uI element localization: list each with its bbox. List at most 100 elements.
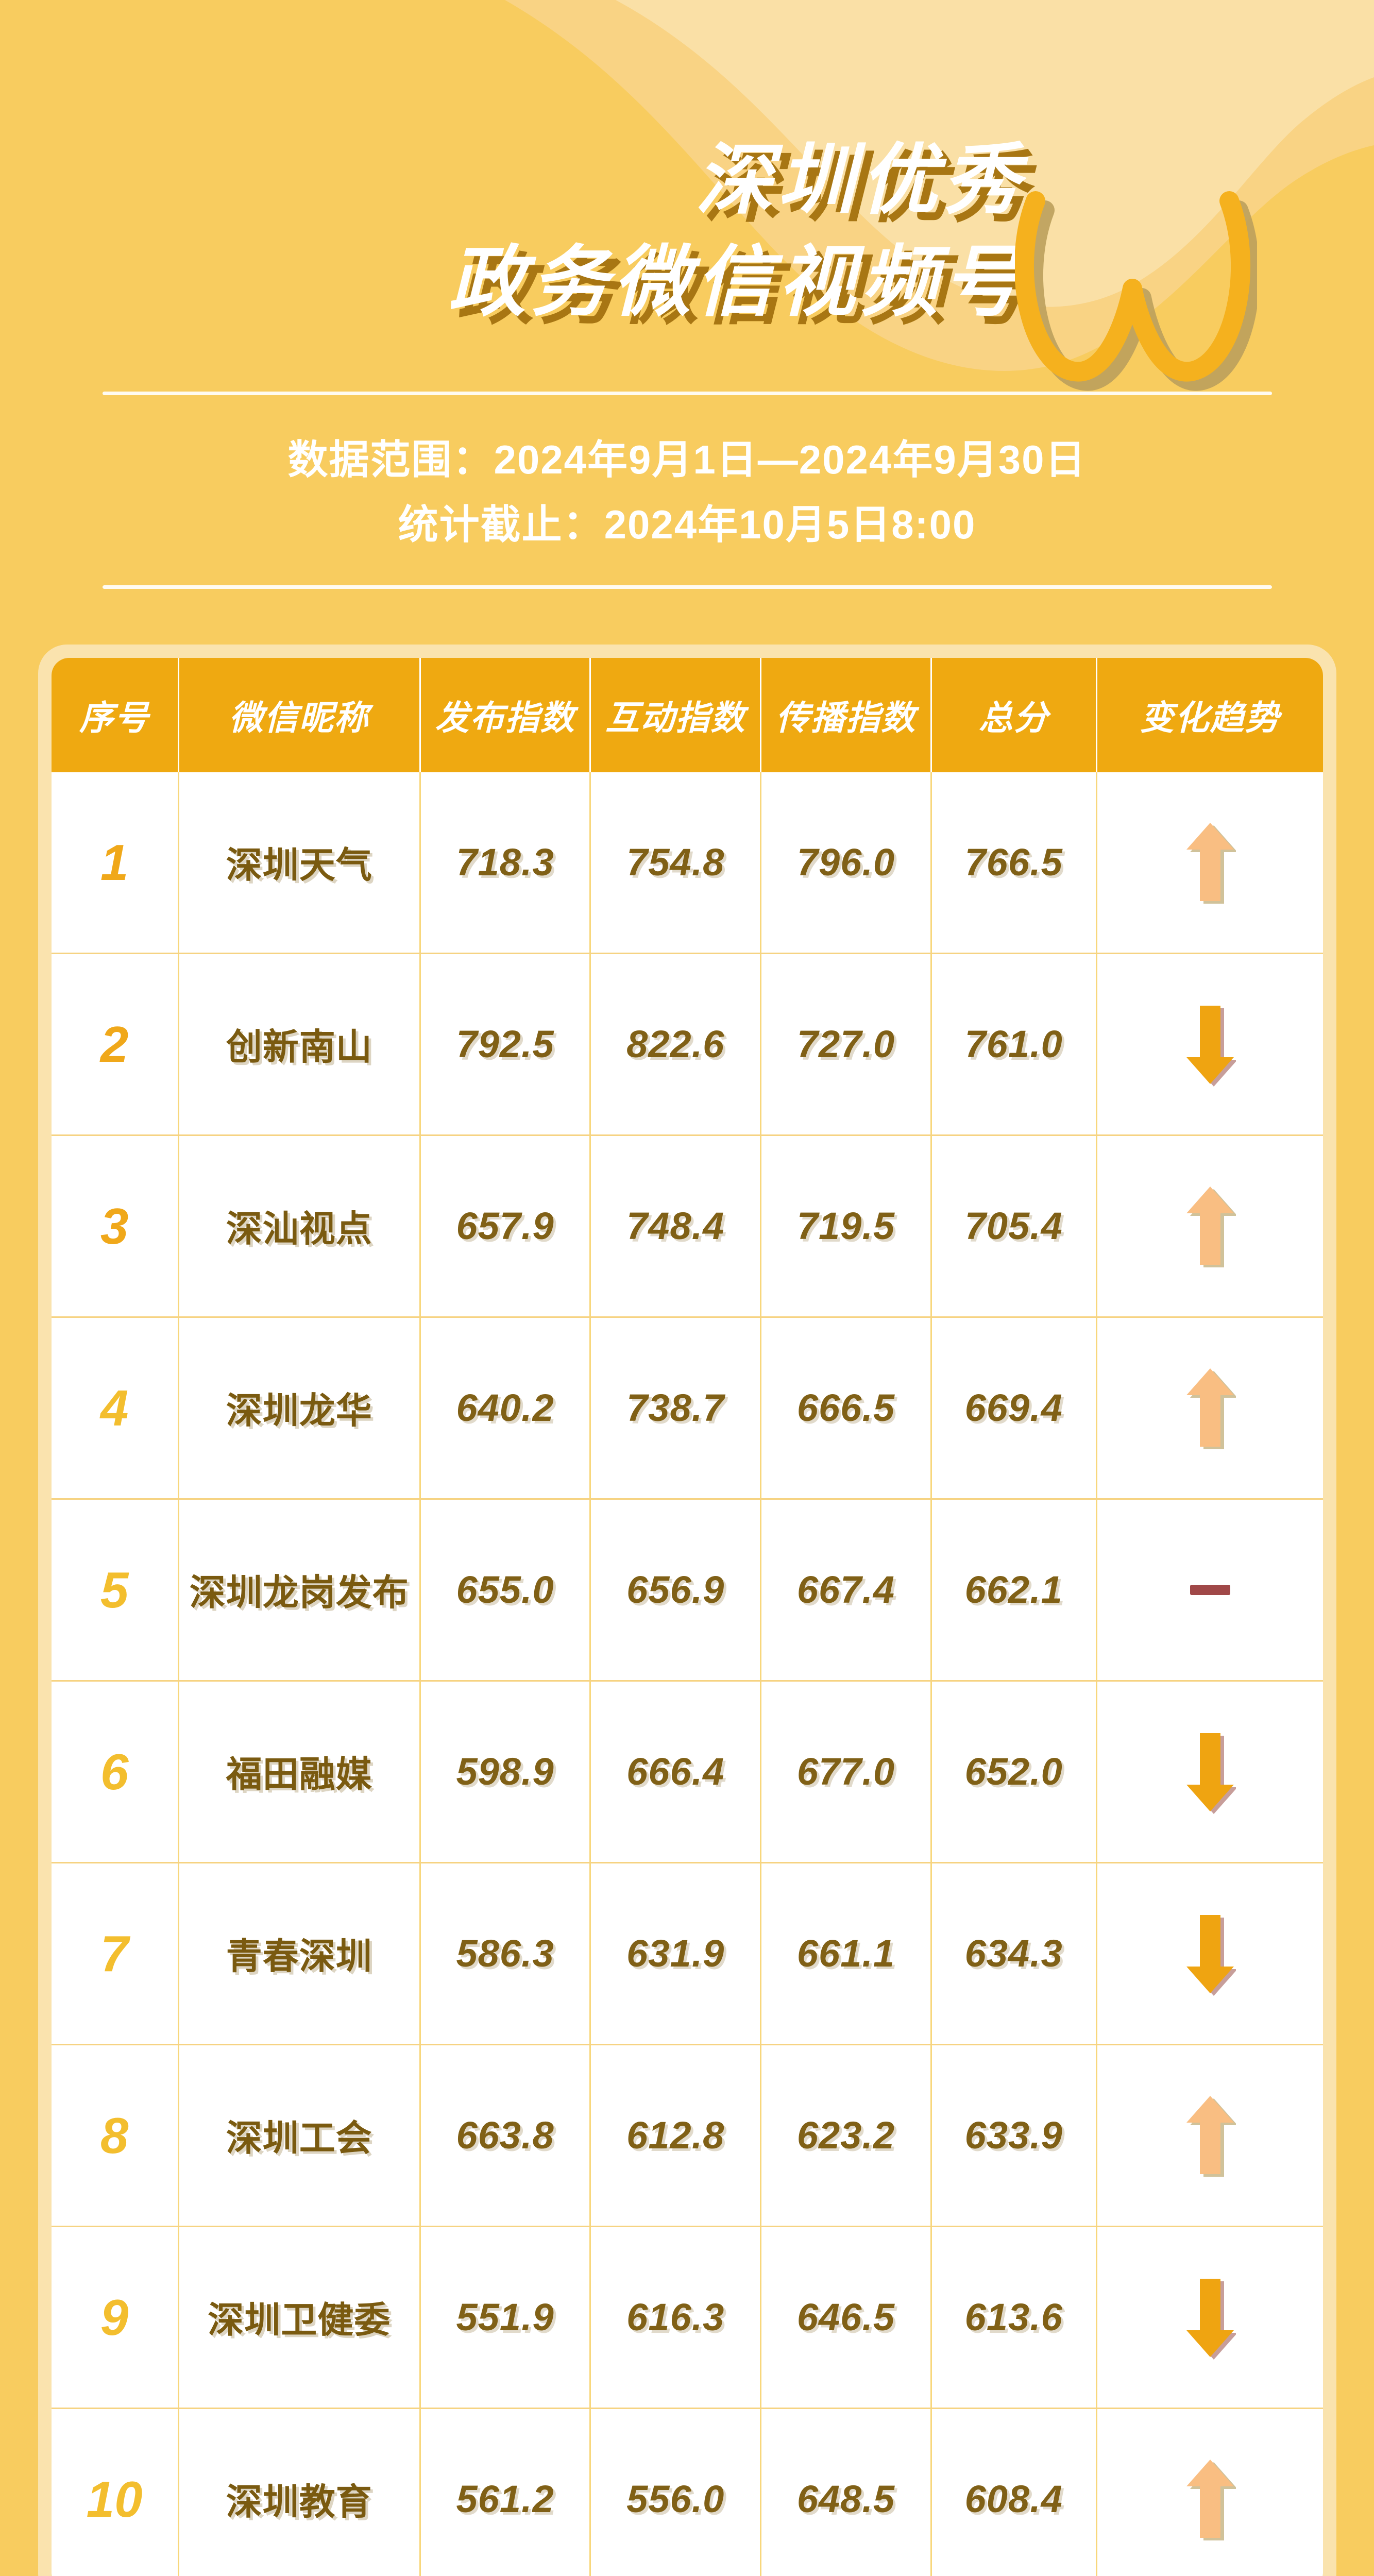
spread-index: 623.2 [796, 2114, 895, 2157]
cell-spread: 796.0 [760, 772, 932, 954]
page-header: 深圳优秀 政务微信视频号 数据范围：2024年9月1日—2024年9月30日 统… [0, 0, 1374, 589]
cell-name: 青春深圳 [178, 1862, 421, 2045]
table-header-row: 序号 微信昵称 发布指数 互动指数 传播指数 总分 变化趋势 [51, 657, 1323, 772]
spread-index: 727.0 [796, 1023, 895, 1066]
table-row[interactable]: 6 福田融媒 598.9 666.4 677.0 652.0 [51, 1681, 1323, 1863]
cell-interaction: 822.6 [590, 953, 762, 1136]
cell-name: 深圳工会 [178, 2044, 421, 2227]
cell-interaction: 612.8 [590, 2044, 762, 2227]
cell-rank: 1 [51, 772, 179, 954]
table-row[interactable]: 4 深圳龙华 640.2 738.7 666.5 669.4 [51, 1317, 1323, 1500]
trend-up-icon [1186, 2095, 1236, 2177]
cell-publish: 561.2 [420, 2408, 591, 2576]
meta-lines: 数据范围：2024年9月1日—2024年9月30日 统计截止：2024年10月5… [103, 395, 1272, 585]
cell-spread: 719.5 [760, 1135, 932, 1318]
table-row[interactable]: 9 深圳卫健委 551.9 616.3 646.5 613.6 [51, 2226, 1323, 2409]
spread-index: 796.0 [796, 841, 895, 884]
rank-value: 10 [86, 2470, 143, 2528]
publish-index: 792.5 [456, 1023, 554, 1066]
publish-index: 561.2 [456, 2478, 554, 2521]
account-name: 深汕视点 [226, 1209, 372, 1249]
publish-index: 586.3 [456, 1932, 554, 1975]
cell-total: 662.1 [931, 1499, 1097, 1682]
cell-interaction: 631.9 [590, 1862, 762, 2045]
spread-index: 666.5 [796, 1386, 895, 1430]
interaction-index: 666.4 [626, 1750, 725, 1793]
table-row[interactable]: 1 深圳天气 718.3 754.8 796.0 766.5 [51, 772, 1323, 954]
total-score: 669.4 [964, 1386, 1063, 1430]
cell-spread: 667.4 [760, 1499, 932, 1682]
spread-index: 677.0 [796, 1750, 895, 1793]
column-header-trend[interactable]: 变化趋势 [1096, 657, 1323, 772]
cell-interaction: 738.7 [590, 1317, 762, 1500]
total-score: 761.0 [964, 1023, 1063, 1066]
table-row[interactable]: 7 青春深圳 586.3 631.9 661.1 634.3 [51, 1862, 1323, 2045]
total-score: 633.9 [964, 2114, 1063, 2157]
table-row[interactable]: 10 深圳教育 561.2 556.0 648.5 608.4 [51, 2408, 1323, 2576]
trend-down-icon [1186, 1914, 1236, 1996]
total-score: 662.1 [964, 1568, 1063, 1612]
cell-interaction: 556.0 [590, 2408, 762, 2576]
column-header-rank[interactable]: 序号 [51, 657, 179, 772]
rank-value: 7 [100, 1925, 129, 1982]
rank-value: 9 [100, 2289, 129, 2346]
column-header-interaction[interactable]: 互动指数 [590, 657, 762, 772]
total-score: 634.3 [964, 1932, 1063, 1975]
spread-index: 719.5 [796, 1205, 895, 1248]
table-row[interactable]: 2 创新南山 792.5 822.6 727.0 761.0 [51, 953, 1323, 1136]
cell-rank: 9 [51, 2226, 179, 2409]
cell-rank: 2 [51, 953, 179, 1136]
cell-total: 705.4 [931, 1135, 1097, 1318]
cell-name: 福田融媒 [178, 1681, 421, 1863]
cell-rank: 4 [51, 1317, 179, 1500]
statistics-cutoff-text: 统计截止：2024年10月5日8:00 [398, 502, 976, 548]
cell-trend [1096, 2408, 1323, 2576]
cell-interaction: 748.4 [590, 1135, 762, 1318]
table-row[interactable]: 5 深圳龙岗发布 655.0 656.9 667.4 662.1 [51, 1499, 1323, 1682]
account-name: 福田融媒 [226, 1754, 372, 1795]
account-name: 深圳天气 [226, 845, 372, 886]
column-header-total[interactable]: 总分 [931, 657, 1097, 772]
interaction-index: 656.9 [626, 1568, 725, 1612]
cell-name: 深圳卫健委 [178, 2226, 421, 2409]
table-row[interactable]: 3 深汕视点 657.9 748.4 719.5 705.4 [51, 1135, 1323, 1318]
cell-trend [1096, 2226, 1323, 2409]
trend-down-icon [1186, 1733, 1236, 1814]
column-header-spread[interactable]: 传播指数 [760, 657, 932, 772]
cell-publish: 586.3 [420, 1862, 591, 2045]
total-score: 652.0 [964, 1750, 1063, 1793]
cell-name: 创新南山 [178, 953, 421, 1136]
column-header-publish[interactable]: 发布指数 [420, 657, 591, 772]
total-score: 766.5 [964, 841, 1063, 884]
cell-spread: 648.5 [760, 2408, 932, 2576]
account-name: 深圳教育 [226, 2482, 372, 2522]
rank-value: 5 [100, 1561, 129, 1618]
interaction-index: 738.7 [626, 1386, 725, 1430]
interaction-index: 754.8 [626, 841, 725, 884]
title-area: 深圳优秀 政务微信视频号 [0, 129, 1374, 391]
wechat-channels-logo [1015, 191, 1257, 391]
cell-spread: 727.0 [760, 953, 932, 1136]
cell-publish: 655.0 [420, 1499, 591, 1682]
cell-spread: 666.5 [760, 1317, 932, 1500]
total-score: 613.6 [964, 2296, 1063, 2339]
cell-name: 深圳龙岗发布 [178, 1499, 421, 1682]
cell-publish: 718.3 [420, 772, 591, 954]
trend-up-icon [1186, 822, 1236, 904]
cell-trend [1096, 1862, 1323, 2045]
publish-index: 718.3 [456, 841, 554, 884]
meta-block: 数据范围：2024年9月1日—2024年9月30日 统计截止：2024年10月5… [102, 392, 1272, 589]
cell-rank: 8 [51, 2044, 179, 2227]
cell-total: 613.6 [931, 2226, 1097, 2409]
column-header-name[interactable]: 微信昵称 [178, 657, 421, 772]
cell-rank: 7 [51, 1862, 179, 2045]
publish-index: 657.9 [456, 1205, 554, 1248]
wave-top-mid [505, 0, 1374, 371]
cell-interaction: 754.8 [590, 772, 762, 954]
spread-index: 648.5 [796, 2478, 895, 2521]
account-name: 深圳龙华 [226, 1391, 372, 1431]
table-row[interactable]: 8 深圳工会 663.8 612.8 623.2 633.9 [51, 2044, 1323, 2227]
cell-total: 652.0 [931, 1681, 1097, 1863]
cell-total: 634.3 [931, 1862, 1097, 2045]
cell-name: 深圳天气 [178, 772, 421, 954]
